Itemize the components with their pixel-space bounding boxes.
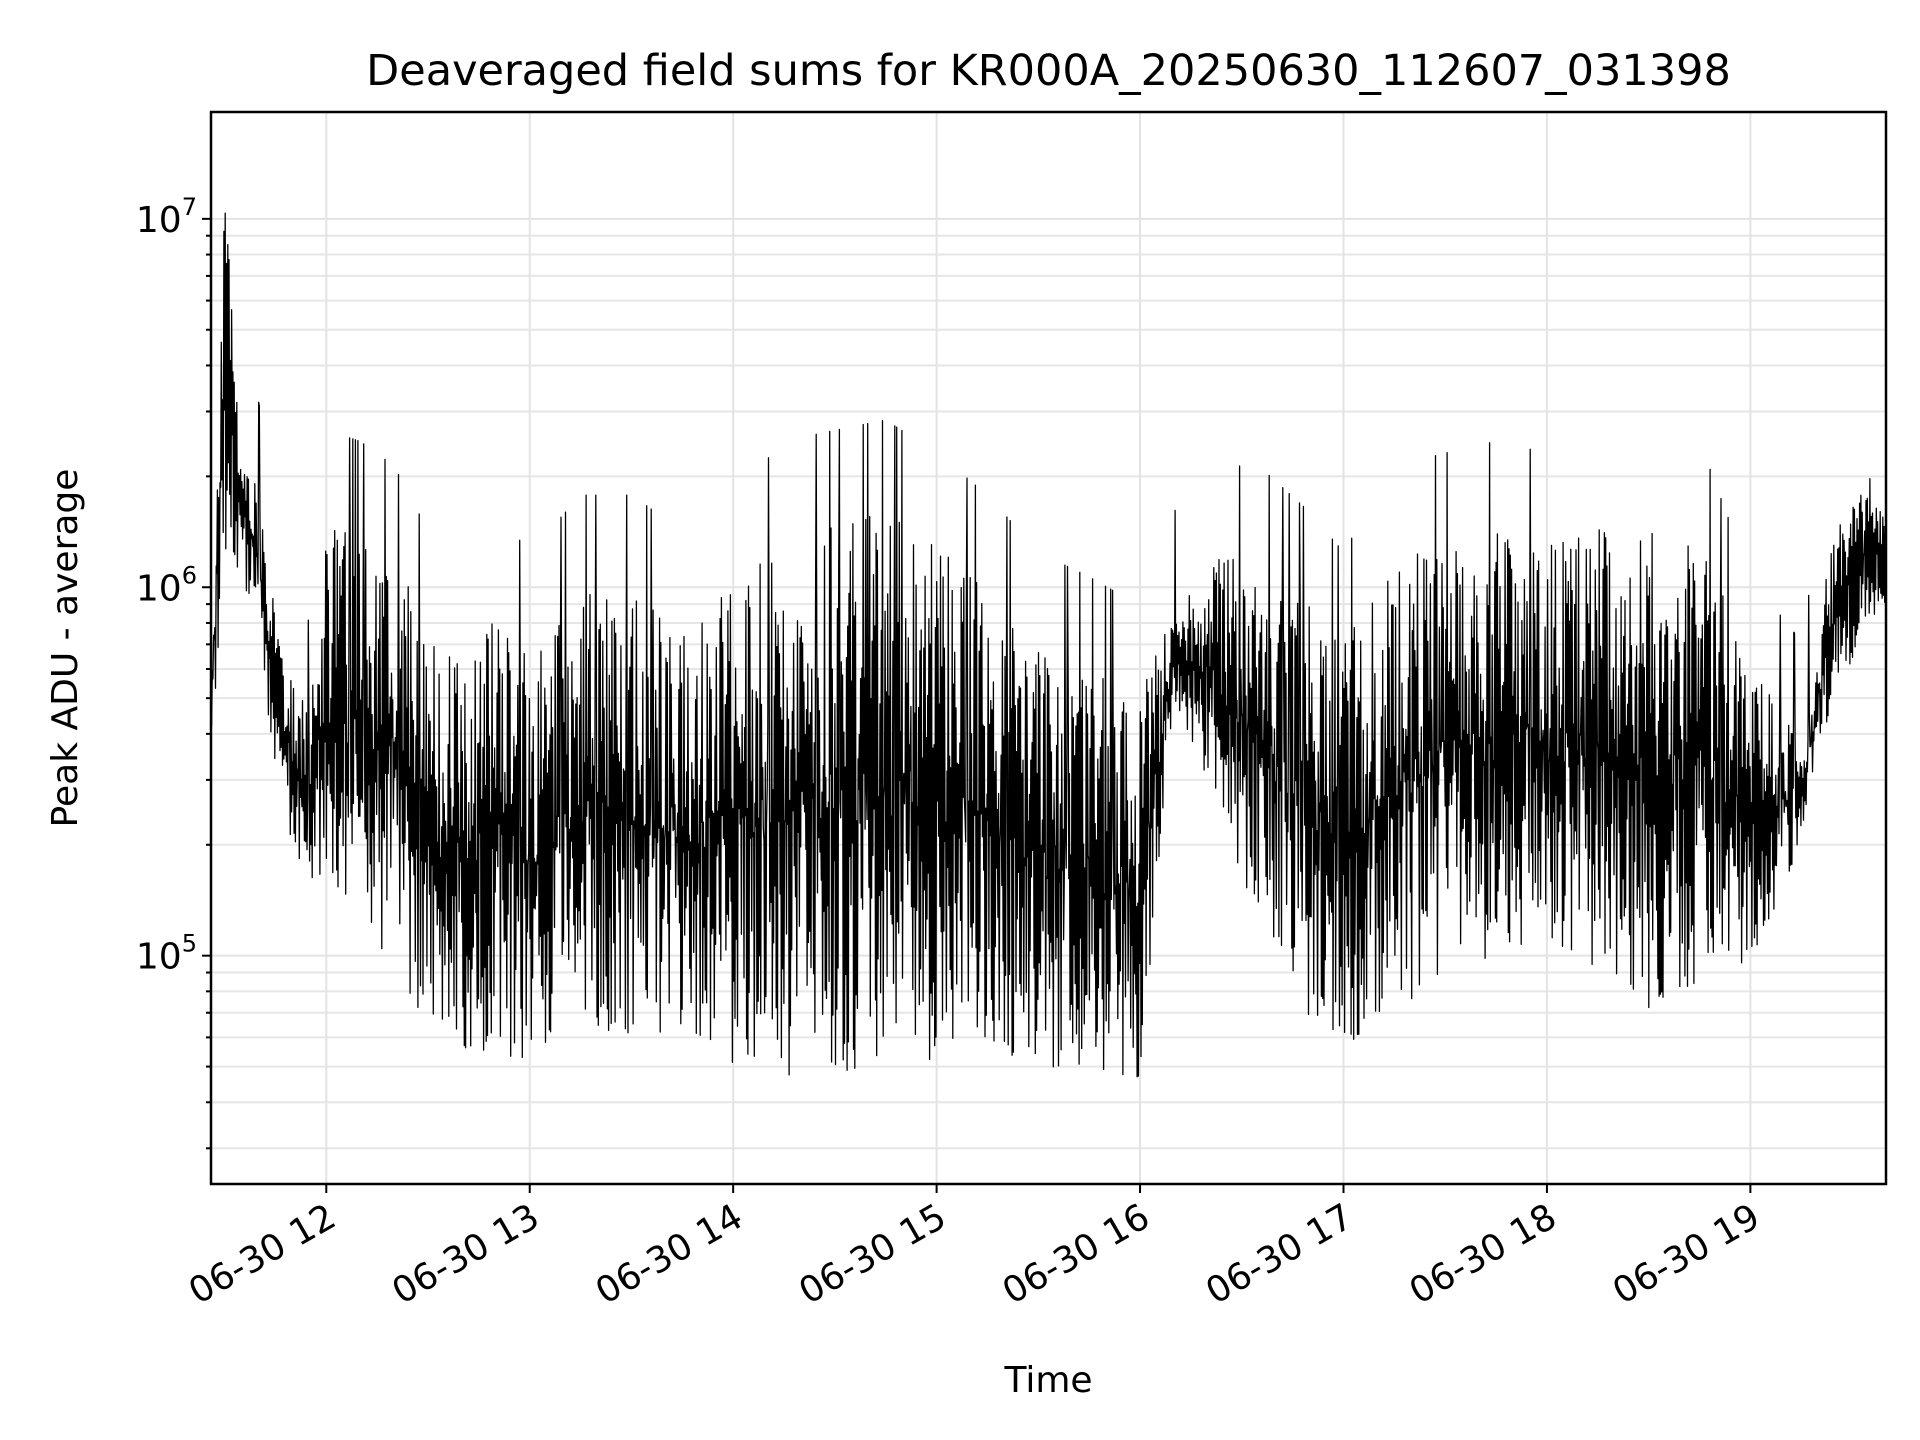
y-tick-label: 107	[136, 193, 197, 241]
chart-title: Deaveraged field sums for KR000A_2025063…	[366, 46, 1731, 96]
x-axis-label: Time	[1003, 1360, 1092, 1401]
y-axis: 105 106 107	[136, 193, 211, 1150]
y-tick-label: 105	[136, 930, 197, 978]
y-tick-label: 106	[136, 561, 197, 609]
series-line	[210, 212, 1887, 1078]
plot-area	[209, 110, 1888, 1186]
y-axis-label: Peak ADU - average	[45, 469, 86, 828]
